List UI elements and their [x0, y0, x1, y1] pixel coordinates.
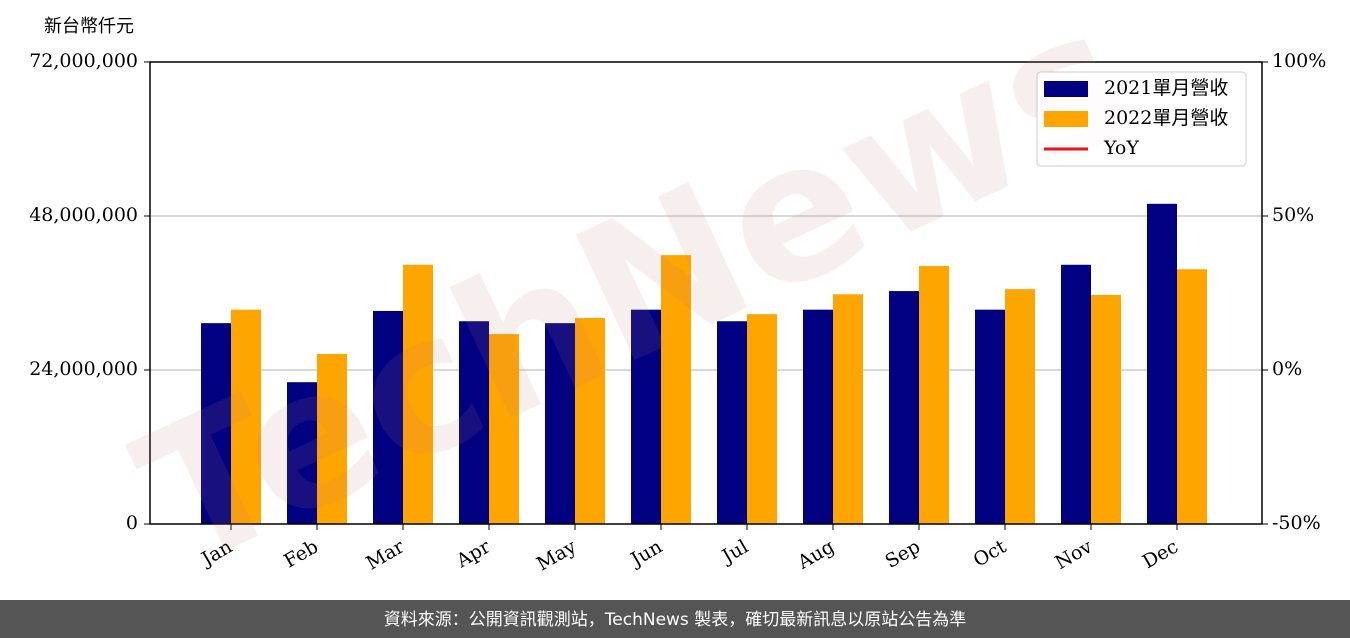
bar — [717, 321, 747, 524]
y-tick-label: 0 — [126, 512, 138, 534]
bar — [1177, 269, 1207, 524]
bar — [631, 309, 661, 524]
bar — [459, 321, 489, 524]
x-tick-label: Dec — [1139, 536, 1182, 574]
y-axis-label: 新台幣仟元 — [44, 16, 134, 37]
bar — [1091, 294, 1121, 524]
plot-frame — [149, 61, 1263, 525]
bar — [975, 309, 1005, 524]
bar — [889, 291, 919, 524]
x-tick-label: Jun — [625, 536, 666, 572]
bar — [201, 323, 231, 524]
x-tick-label: Oct — [970, 535, 1011, 571]
bar — [747, 314, 777, 524]
bar — [1005, 289, 1035, 524]
bar — [1061, 264, 1091, 524]
x-tick-label: Apr — [452, 535, 495, 572]
x-tick-label: Jul — [717, 536, 752, 569]
y-tick-label: 72,000,000 — [29, 50, 138, 72]
bar — [373, 310, 403, 524]
y-tick-label: 48,000,000 — [29, 204, 138, 226]
legend: 2021單月營收 2022單月營收 YoY — [1036, 71, 1247, 167]
y2-tick-label: 50% — [1272, 204, 1314, 226]
legend-label: 2022單月營收 — [1104, 107, 1228, 129]
legend-box — [1036, 71, 1247, 167]
bar — [489, 334, 519, 524]
bar — [833, 294, 863, 524]
y-tick-label: 24,000,000 — [29, 358, 138, 380]
bar — [403, 264, 433, 524]
bar — [545, 323, 575, 524]
x-tick-label: Mar — [362, 535, 408, 574]
x-tick-label: Aug — [793, 536, 838, 575]
bar — [287, 382, 317, 524]
legend-swatch — [1044, 111, 1088, 127]
bar — [661, 255, 691, 524]
bar — [1147, 203, 1177, 524]
bar — [803, 309, 833, 524]
bar — [575, 318, 605, 524]
bar — [919, 266, 949, 524]
x-tick-label: May — [533, 535, 580, 575]
x-tick-label: Nov — [1051, 535, 1096, 574]
legend-label: 2021單月營收 — [1104, 77, 1228, 99]
x-tick-label: Sep — [881, 536, 924, 573]
legend-swatch — [1044, 81, 1088, 97]
bar — [317, 353, 347, 524]
y2-tick-label: 100% — [1272, 50, 1326, 72]
footer: 資料來源：公開資訊觀測站，TechNews 製表，確切最新訊息以原站公告為準 — [384, 610, 966, 630]
y2-tick-label: 0% — [1272, 358, 1302, 380]
bar — [231, 309, 261, 524]
legend-label: YoY — [1103, 137, 1139, 159]
footer-bar — [0, 600, 1350, 638]
y2-tick-label: -50% — [1272, 512, 1321, 534]
